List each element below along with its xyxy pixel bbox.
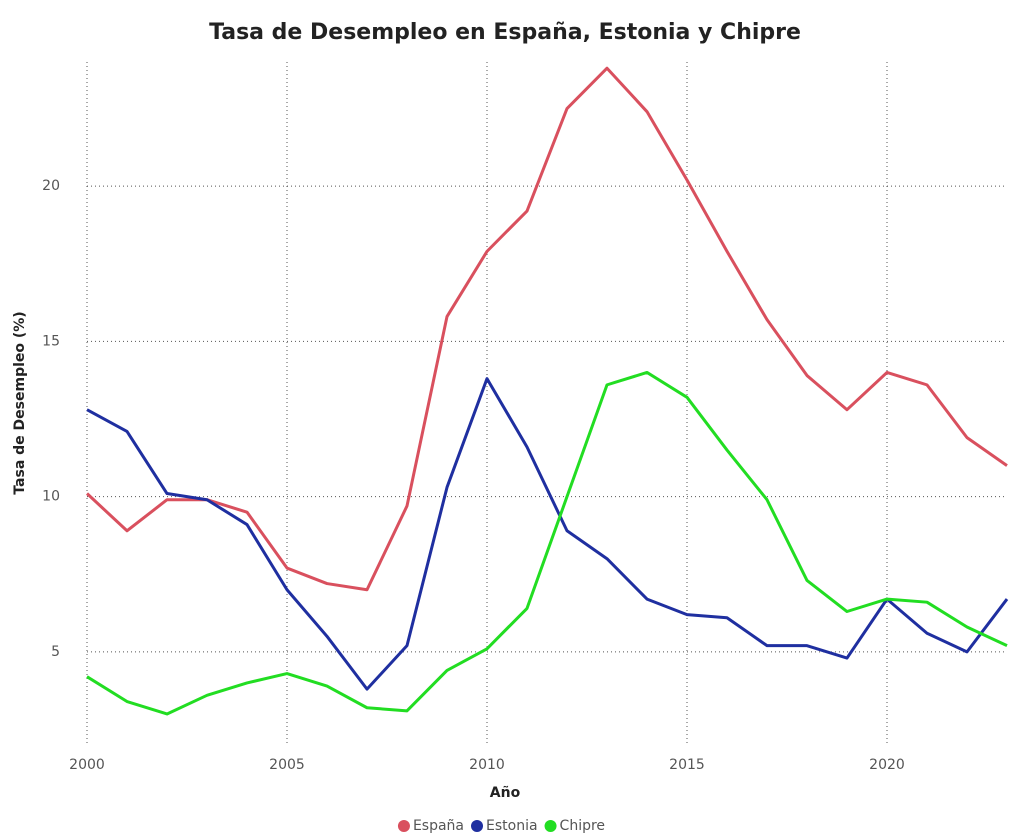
x-tick-label: 2010: [469, 757, 505, 773]
x-tick-label: 2020: [869, 757, 905, 773]
chart-title: Tasa de Desempleo en España, Estonia y C…: [209, 20, 801, 45]
y-tick-label: 15: [42, 333, 60, 349]
legend-marker: [471, 820, 484, 832]
y-tick-label: 5: [51, 644, 60, 660]
legend-label: Chipre: [560, 818, 606, 834]
x-axis-label: Año: [490, 785, 521, 801]
legend-marker: [544, 820, 557, 832]
legend-marker: [397, 820, 410, 832]
x-tick-label: 2000: [69, 757, 105, 773]
y-axis-label: Tasa de Desempleo (%): [12, 311, 28, 494]
x-tick-label: 2005: [269, 757, 305, 773]
line: [85, 66, 1008, 592]
legend-label: Estonia: [486, 818, 538, 834]
y-tick-label: 10: [42, 489, 60, 505]
x-tick-label: 2015: [669, 757, 705, 773]
legend-label: España: [413, 818, 464, 834]
y-tick-label: 20: [42, 178, 60, 194]
line: [86, 370, 1008, 716]
line: [86, 377, 1009, 691]
